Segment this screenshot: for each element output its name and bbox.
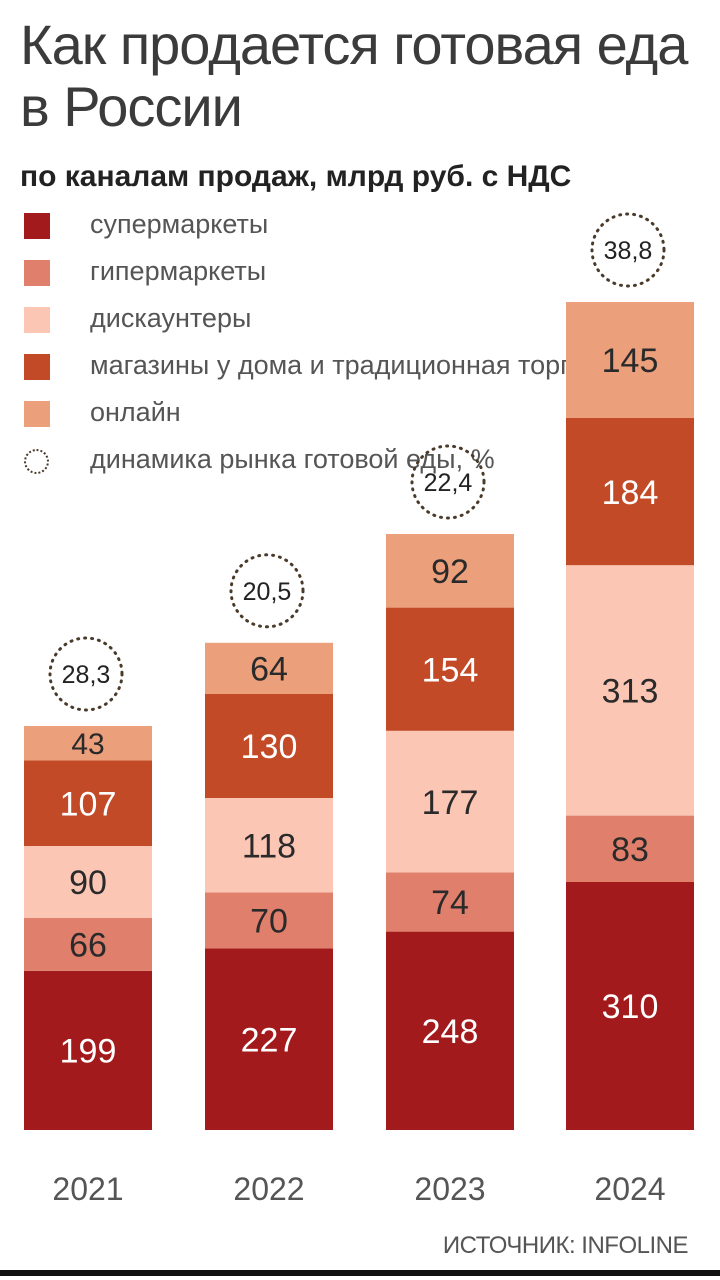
data-label-supermarkets-2021: 199 (60, 1033, 117, 1071)
growth-circle-2023 (410, 444, 486, 520)
x-tick-label-2024: 2024 (594, 1171, 665, 1207)
data-label-convenience-2022: 130 (241, 728, 298, 766)
legend-item-convenience: магазины у дома и традиционная торговля (20, 344, 710, 391)
data-label-online-2022: 64 (250, 651, 288, 689)
bar-segment-hypermarkets-2023 (386, 872, 514, 932)
growth-circle-2021 (48, 636, 124, 712)
bar-segment-online-2023 (386, 534, 514, 608)
data-label-supermarkets-2024: 310 (602, 988, 659, 1026)
bar-segment-discounters-2024 (566, 565, 694, 816)
bar-segment-hypermarkets-2021 (24, 918, 152, 971)
bar-segment-convenience-2024 (566, 418, 694, 566)
growth-label-2021: 28,3 (62, 661, 111, 689)
bar-segment-hypermarkets-2024 (566, 815, 694, 882)
data-label-supermarkets-2022: 227 (241, 1021, 298, 1059)
data-label-hypermarkets-2024: 83 (611, 831, 649, 869)
legend-item-online: онлайн (20, 391, 710, 438)
legend-label-convenience: магазины у дома и традиционная торговля (90, 350, 629, 380)
bar-segment-supermarkets-2023 (386, 931, 514, 1130)
bar-segment-convenience-2022 (205, 694, 333, 798)
bar-segment-supermarkets-2024 (566, 882, 694, 1130)
source-note: ИСТОЧНИК: INFOLINE (442, 1232, 689, 1259)
chart-subtitle: по каналам продаж, млрд руб. с НДС (20, 160, 572, 193)
data-label-discounters-2024: 313 (602, 673, 659, 711)
growth-label-2024: 38,8 (604, 237, 653, 265)
bar-segment-online-2024 (566, 302, 694, 418)
data-label-online-2024: 145 (602, 342, 659, 380)
growth-circle-2024 (590, 212, 666, 288)
x-tick-label-2023: 2023 (414, 1171, 485, 1207)
data-label-convenience-2021: 107 (60, 785, 117, 823)
dotted-circle-icon (24, 449, 49, 474)
legend-item-discounters: дискаунтеры (20, 297, 710, 344)
bar-segment-discounters-2021 (24, 846, 152, 918)
chart-title: Как продается готовая еда в России (20, 13, 688, 138)
legend-label-supermarkets: супермаркеты (90, 209, 269, 239)
x-tick-label-2022: 2022 (233, 1171, 304, 1207)
growth-label-2022: 20,5 (243, 578, 292, 606)
legend-swatch-online (24, 401, 50, 427)
data-label-online-2023: 92 (431, 553, 469, 591)
bar-segment-online-2022 (205, 642, 333, 694)
legend-swatch-discounters (24, 307, 50, 333)
bar-segment-discounters-2022 (205, 798, 333, 893)
bar-segment-convenience-2023 (386, 607, 514, 731)
bar-segment-hypermarkets-2022 (205, 892, 333, 949)
bar-segment-discounters-2023 (386, 730, 514, 873)
growth-circle-2022 (229, 553, 305, 629)
data-label-discounters-2022: 118 (242, 827, 296, 865)
growth-label-2023: 22,4 (424, 469, 473, 497)
legend-item-supermarkets: супермаркеты (20, 203, 710, 250)
legend-item-hypermarkets: гипермаркеты (20, 250, 710, 297)
data-label-discounters-2023: 177 (422, 784, 479, 822)
legend-label-discounters: дискаунтеры (90, 303, 252, 333)
legend-item-growth: динамика рынка готовой еды, % (20, 438, 710, 485)
data-label-hypermarkets-2021: 66 (69, 927, 107, 965)
legend-swatch-convenience (24, 354, 50, 380)
bottom-rule (0, 1270, 720, 1276)
legend-swatch-hypermarkets (24, 260, 50, 286)
bar-segment-supermarkets-2021 (24, 970, 152, 1130)
data-label-supermarkets-2023: 248 (422, 1013, 479, 1051)
data-label-discounters-2021: 90 (69, 864, 107, 902)
data-label-online-2021: 43 (71, 728, 104, 761)
data-label-convenience-2024: 184 (602, 474, 659, 512)
legend-label-online: онлайн (90, 397, 181, 427)
data-label-hypermarkets-2023: 74 (431, 884, 469, 922)
data-label-convenience-2023: 154 (422, 651, 479, 689)
legend-label-growth: динамика рынка готовой еды, % (90, 444, 495, 474)
bar-segment-online-2021 (24, 726, 152, 761)
legend-label-hypermarkets: гипермаркеты (90, 256, 267, 286)
bar-segment-supermarkets-2022 (205, 948, 333, 1130)
legend-swatch-supermarkets (24, 213, 50, 239)
bar-segment-convenience-2021 (24, 760, 152, 846)
x-tick-label-2021: 2021 (52, 1171, 123, 1207)
data-label-hypermarkets-2022: 70 (250, 903, 288, 941)
legend: супермаркеты гипермаркеты дискаунтеры ма… (20, 203, 710, 485)
